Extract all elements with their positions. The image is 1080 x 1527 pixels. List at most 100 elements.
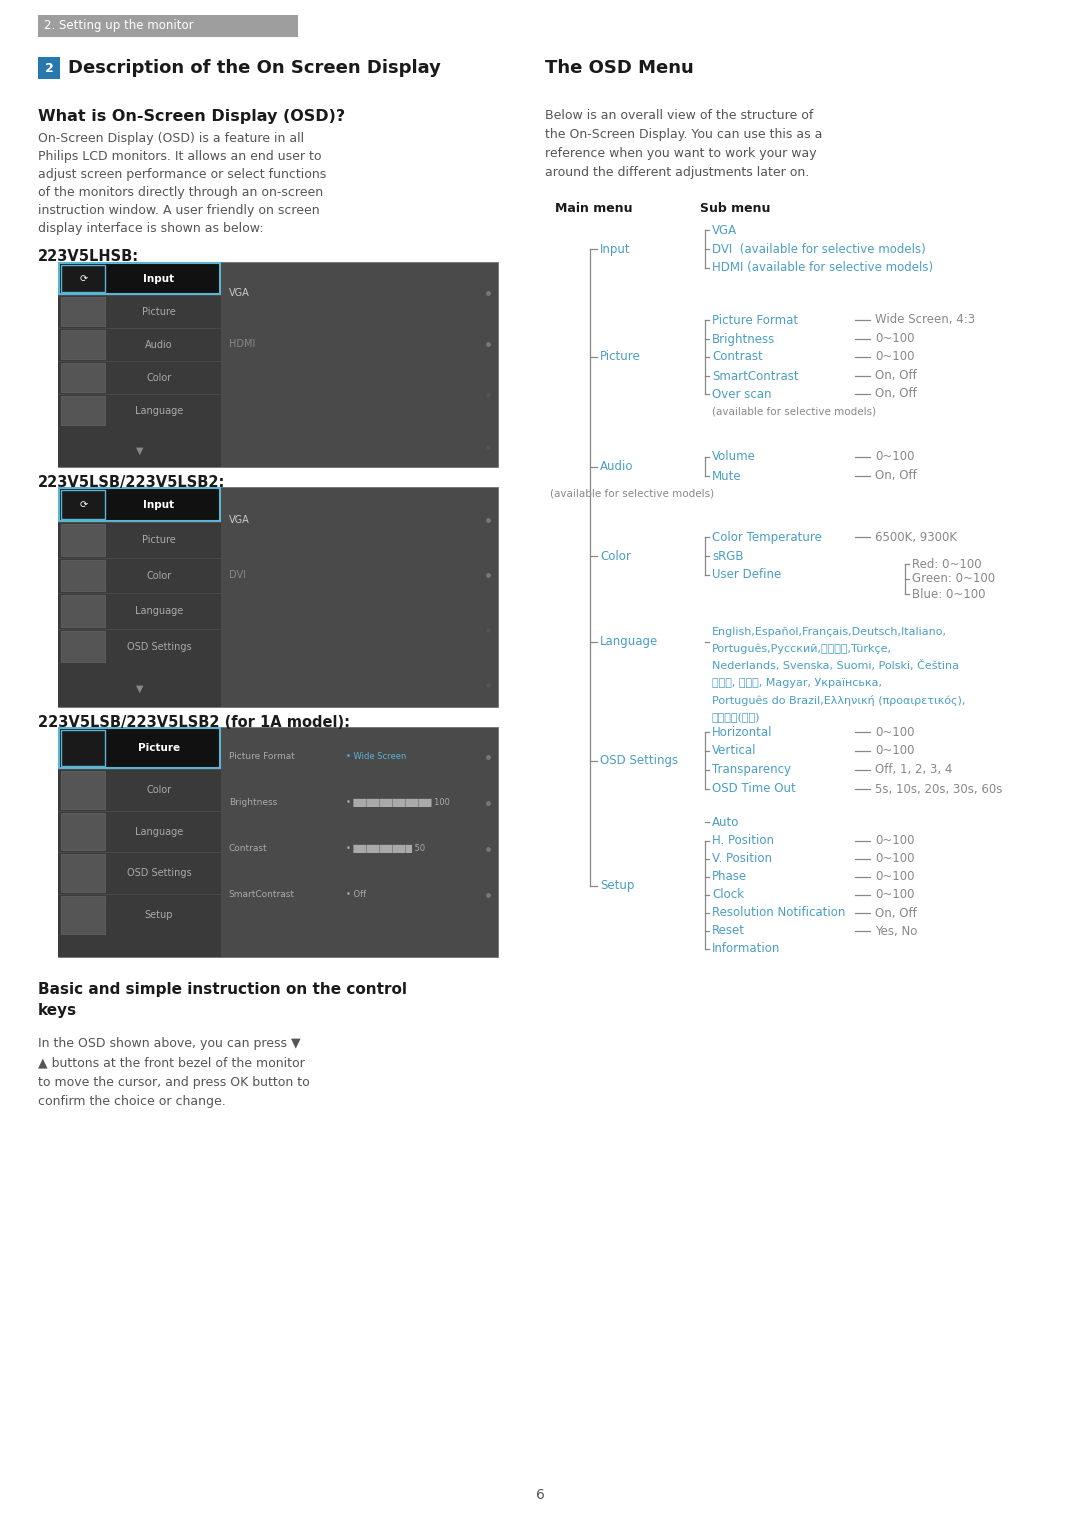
Text: VGA: VGA (229, 287, 249, 298)
Text: On-Screen Display (OSD) is a feature in all: On-Screen Display (OSD) is a feature in … (38, 131, 305, 145)
Text: Mute: Mute (712, 469, 742, 483)
Text: 6: 6 (536, 1487, 544, 1503)
Text: Português do Brazil,Ελληνική (προαιρετικός),: Português do Brazil,Ελληνική (προαιρετικ… (712, 695, 966, 705)
Text: 5s, 10s, 20s, 30s, 60s: 5s, 10s, 20s, 30s, 60s (875, 782, 1002, 796)
Text: 0~100: 0~100 (875, 725, 915, 739)
Text: Clock: Clock (712, 889, 744, 901)
Text: DVI  (available for selective models): DVI (available for selective models) (712, 243, 926, 255)
Text: the On-Screen Display. You can use this as a: the On-Screen Display. You can use this … (545, 128, 822, 140)
Text: Setup: Setup (600, 880, 634, 892)
Text: 한국어, 日本語, Magyar, Українська,: 한국어, 日本語, Magyar, Українська, (712, 678, 882, 689)
FancyBboxPatch shape (60, 363, 105, 392)
FancyBboxPatch shape (60, 855, 105, 892)
FancyBboxPatch shape (60, 596, 105, 628)
FancyBboxPatch shape (58, 263, 498, 467)
Text: 0~100: 0~100 (875, 852, 915, 866)
Text: Brightness: Brightness (229, 799, 278, 808)
Text: 繁體中文(可選): 繁體中文(可選) (712, 712, 760, 722)
Text: Off, 1, 2, 3, 4: Off, 1, 2, 3, 4 (875, 764, 953, 777)
FancyBboxPatch shape (60, 631, 105, 663)
Text: 0~100: 0~100 (875, 351, 915, 363)
FancyBboxPatch shape (58, 487, 220, 707)
Text: of the monitors directly through an on-screen: of the monitors directly through an on-s… (38, 186, 323, 199)
Text: 0~100: 0~100 (875, 870, 915, 884)
Text: Red: 0~100: Red: 0~100 (912, 557, 982, 571)
Text: Vertical: Vertical (712, 745, 756, 757)
Text: ⟳: ⟳ (80, 273, 89, 284)
FancyBboxPatch shape (60, 896, 105, 935)
Text: Below is an overall view of the structure of: Below is an overall view of the structur… (545, 108, 813, 122)
Text: User Define: User Define (712, 568, 781, 582)
Text: Transparency: Transparency (712, 764, 791, 777)
Text: Contrast: Contrast (229, 844, 268, 854)
Text: In the OSD shown above, you can press ▼
▲ buttons at the front bezel of the moni: In the OSD shown above, you can press ▼ … (38, 1037, 310, 1109)
Text: Horizontal: Horizontal (712, 725, 772, 739)
Text: Auto: Auto (712, 815, 740, 829)
FancyBboxPatch shape (60, 330, 105, 359)
Text: around the different adjustments later on.: around the different adjustments later o… (545, 166, 809, 179)
Text: 223V5LHSB:: 223V5LHSB: (38, 249, 139, 264)
Text: instruction window. A user friendly on screen: instruction window. A user friendly on s… (38, 205, 320, 217)
Text: Green: 0~100: Green: 0~100 (912, 573, 995, 585)
FancyBboxPatch shape (59, 728, 220, 768)
Text: V. Position: V. Position (712, 852, 772, 866)
Text: English,Español,Français,Deutsch,Italiano,: English,Español,Français,Deutsch,Italian… (712, 628, 947, 637)
Text: 223V5LSB/223V5LSB2 (for 1A model):: 223V5LSB/223V5LSB2 (for 1A model): (38, 715, 350, 730)
Text: Color: Color (146, 785, 172, 794)
Text: Picture: Picture (600, 351, 640, 363)
Text: On, Off: On, Off (875, 469, 917, 483)
Text: 0~100: 0~100 (875, 889, 915, 901)
Text: DVI: DVI (229, 570, 246, 580)
Text: Setup: Setup (145, 910, 173, 921)
Text: Color: Color (600, 550, 631, 562)
Text: display interface is shown as below:: display interface is shown as below: (38, 221, 264, 235)
Text: ▼: ▼ (136, 684, 144, 695)
Text: 0~100: 0~100 (875, 333, 915, 345)
Text: HDMI: HDMI (229, 339, 255, 350)
Text: 223V5LSB/223V5LSB2:: 223V5LSB/223V5LSB2: (38, 475, 226, 490)
Text: 0~100: 0~100 (875, 450, 915, 464)
Text: Input: Input (600, 243, 631, 255)
Text: On, Off: On, Off (875, 388, 917, 400)
Text: Yes, No: Yes, No (875, 924, 917, 938)
FancyBboxPatch shape (58, 487, 498, 707)
Text: Sub menu: Sub menu (700, 202, 770, 215)
Text: H. Position: H. Position (712, 834, 774, 847)
Text: Volume: Volume (712, 450, 756, 464)
Text: Contrast: Contrast (712, 351, 762, 363)
Text: Basic and simple instruction on the control
keys: Basic and simple instruction on the cont… (38, 982, 407, 1019)
FancyBboxPatch shape (38, 15, 298, 37)
Text: Audio: Audio (600, 460, 634, 473)
Text: Color Temperature: Color Temperature (712, 530, 822, 544)
Text: HDMI (available for selective models): HDMI (available for selective models) (712, 261, 933, 275)
FancyBboxPatch shape (38, 56, 60, 79)
Text: Blue: 0~100: Blue: 0~100 (912, 588, 986, 600)
Text: Over scan: Over scan (712, 388, 771, 400)
Text: Language: Language (135, 826, 184, 837)
Text: Picture Format: Picture Format (229, 753, 295, 762)
Text: OSD Time Out: OSD Time Out (712, 782, 796, 796)
FancyBboxPatch shape (60, 490, 105, 519)
FancyBboxPatch shape (60, 298, 105, 327)
Text: On, Off: On, Off (875, 907, 917, 919)
Text: Picture Format: Picture Format (712, 313, 798, 327)
Text: Brightness: Brightness (712, 333, 775, 345)
Text: Language: Language (600, 635, 658, 649)
Text: Picture: Picture (138, 744, 180, 753)
Text: Philips LCD monitors. It allows an end user to: Philips LCD monitors. It allows an end u… (38, 150, 322, 163)
Text: Information: Information (712, 942, 781, 956)
Text: Color: Color (146, 571, 172, 580)
Text: • Wide Screen: • Wide Screen (346, 753, 406, 762)
Text: sRGB: sRGB (712, 550, 743, 562)
Text: Nederlands, Svenska, Suomi, Polski, Čeština: Nederlands, Svenska, Suomi, Polski, Češt… (712, 661, 959, 672)
Text: Language: Language (135, 606, 184, 617)
Text: 0~100: 0~100 (875, 745, 915, 757)
Text: (available for selective models): (available for selective models) (550, 489, 714, 499)
Text: Picture: Picture (143, 307, 176, 316)
Text: Language: Language (135, 406, 184, 415)
Text: OSD Settings: OSD Settings (126, 641, 191, 652)
FancyBboxPatch shape (60, 266, 105, 292)
Text: 6500K, 9300K: 6500K, 9300K (875, 530, 957, 544)
Text: 2: 2 (44, 61, 53, 75)
Text: ⟳: ⟳ (80, 499, 89, 510)
